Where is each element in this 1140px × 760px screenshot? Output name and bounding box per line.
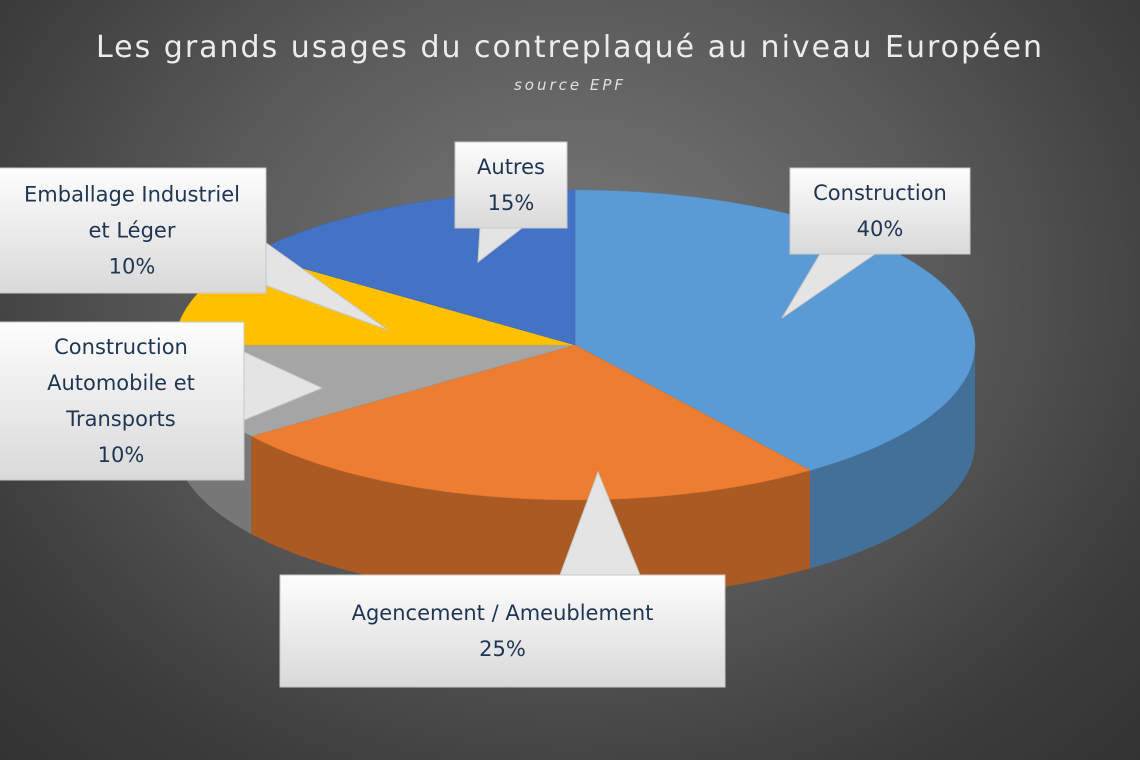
chart-subtitle: source EPF — [513, 76, 627, 94]
callout-box-agencement-ameublement — [279, 574, 726, 688]
pie-slices — [174, 189, 976, 501]
chart-title: Les grands usages du contreplaqué au niv… — [95, 30, 1045, 65]
callout-box-autres — [454, 141, 568, 229]
data-label-construction: 40% — [857, 217, 904, 241]
data-label-autres: 15% — [488, 191, 535, 215]
category-label-construction: Construction — [813, 181, 947, 205]
callout-box-emballage-industriel-et-leger — [0, 167, 267, 294]
category-label-autres: Autres — [477, 155, 545, 179]
category-label-construction-automobile-et-transports: Automobile et — [47, 371, 195, 395]
category-label-agencement-ameublement: Agencement / Ameublement — [352, 601, 654, 625]
slice-side-agencement-ameublement — [251, 436, 811, 598]
slice-side-construction — [810, 345, 975, 569]
category-label-emballage-industriel-et-leger: et Léger — [89, 219, 176, 243]
callout-box-construction-automobile-et-transports — [0, 321, 245, 481]
slice-agencement-ameublement — [250, 344, 811, 501]
data-label-construction-automobile-et-transports: 10% — [98, 443, 145, 467]
category-label-emballage-industriel-et-leger: Emballage Industriel — [24, 183, 240, 207]
data-label-agencement-ameublement: 25% — [479, 637, 526, 661]
category-label-construction-automobile-et-transports: Transports — [65, 407, 175, 431]
callout-box-construction — [789, 167, 971, 255]
category-label-construction-automobile-et-transports: Construction — [54, 335, 188, 359]
callouts: Construction 40% Agencement / Ameublement 2… — [0, 141, 971, 688]
data-label-emballage-industriel-et-leger: 10% — [109, 255, 156, 279]
slice-construction — [574, 189, 976, 471]
